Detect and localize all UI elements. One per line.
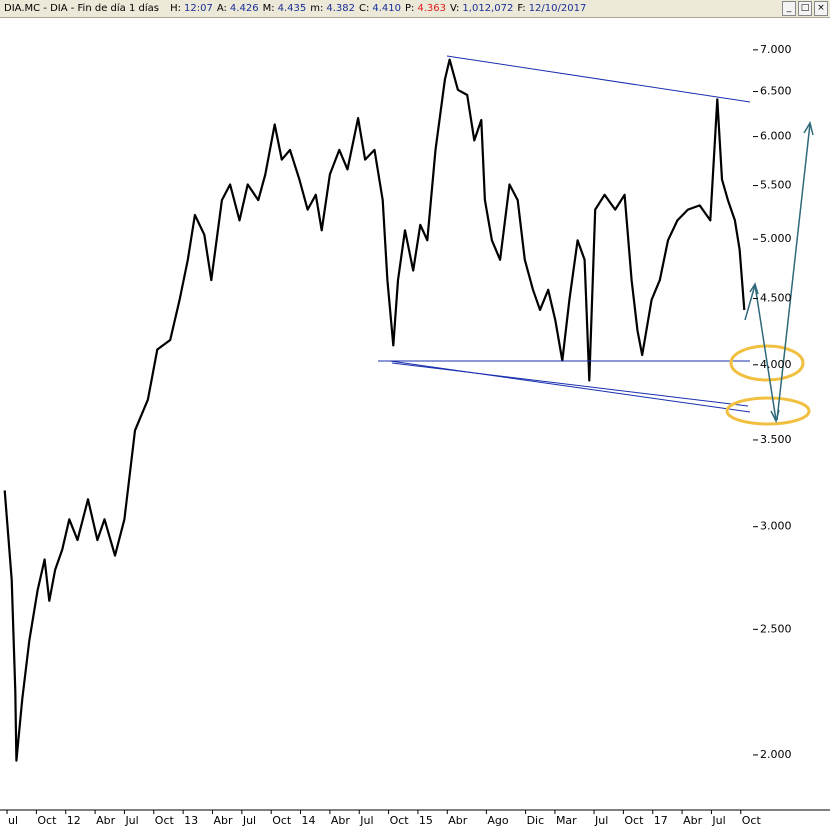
header-label: V: — [450, 3, 460, 14]
y-tick-label: 3.500 — [760, 433, 792, 446]
forecast-arrow — [776, 123, 811, 421]
maximize-button[interactable]: □ — [798, 1, 812, 16]
header-title: DIA.MC - DIA - Fin de día 1 días — [4, 3, 159, 14]
header-value: 4.435 — [277, 3, 307, 14]
y-tick-label: 6.000 — [760, 130, 792, 143]
y-tick-label: 6.500 — [760, 85, 792, 98]
x-tick-label: Dic — [527, 814, 545, 827]
x-tick-label: Ago — [487, 814, 509, 827]
x-tick-label: Jul — [124, 814, 138, 827]
header-value: 4.410 — [372, 3, 401, 14]
highlight-ellipse — [725, 396, 811, 426]
header-value: 4.382 — [326, 3, 355, 14]
y-tick-label: 4.500 — [760, 292, 792, 305]
trend-line — [446, 55, 751, 103]
header-value: 4.363 — [417, 3, 447, 14]
y-tick-label: 5.500 — [760, 179, 792, 192]
window-buttons: _ □ × — [782, 1, 828, 16]
x-tick-label: Abr — [448, 814, 468, 827]
x-tick-label: Oct — [37, 814, 57, 827]
x-tick-label: Jul — [594, 814, 608, 827]
x-tick-label: Abr — [96, 814, 116, 827]
x-tick-label: 17 — [654, 814, 668, 827]
y-tick-label: 4.000 — [760, 358, 792, 371]
x-tick-label: 14 — [302, 814, 316, 827]
header-label: P: — [404, 3, 415, 14]
x-tick-label: 15 — [419, 814, 433, 827]
close-button[interactable]: × — [814, 1, 828, 16]
x-tick-label: Oct — [742, 814, 762, 827]
y-tick-label: 2.000 — [760, 748, 792, 761]
x-tick-label: Oct — [272, 814, 292, 827]
drawings — [378, 55, 814, 426]
y-tick-label: 5.000 — [760, 232, 792, 245]
header-label: H: — [170, 3, 182, 14]
header-label: C: — [358, 3, 370, 14]
price-layer — [3, 58, 746, 762]
arrow-head — [749, 282, 759, 295]
header-bar: DIA.MC - DIA - Fin de día 1 días H: 12:07… — [0, 0, 830, 18]
x-tick-label: Abr — [331, 814, 351, 827]
header-items: H: 12:07 A: 4.426 M: 4.435 m: 4.382 C: 4.410 P: 4.3… — [166, 3, 586, 14]
y-tick-label: 7.000 — [760, 43, 792, 56]
header-value: 12/10/2017 — [528, 3, 587, 14]
x-tick-label: Mar — [556, 814, 577, 827]
trend-line — [389, 360, 751, 413]
x-tick-label: Abr — [213, 814, 233, 827]
arrow-head — [803, 121, 814, 136]
forecast-arrow — [744, 284, 756, 321]
x-tick-label: 12 — [67, 814, 81, 827]
header-value: 12:07 — [184, 3, 213, 14]
x-tick-label: Oct — [624, 814, 644, 827]
x-tick-label: ul — [8, 814, 18, 827]
header-value: 4.426 — [229, 3, 259, 14]
y-tick-label: 3.000 — [760, 520, 792, 533]
x-tick-label: Jul — [359, 814, 373, 827]
header-label: m: — [310, 3, 324, 14]
x-tick-label: 13 — [184, 814, 198, 827]
trend-line — [391, 362, 749, 407]
x-tick-label: Oct — [155, 814, 175, 827]
header-label: F: — [517, 3, 526, 14]
y-tick-label: 2.500 — [760, 622, 792, 635]
highlight-ellipse — [729, 344, 805, 382]
header-label: A: — [216, 3, 227, 14]
x-tick-label: Abr — [683, 814, 703, 827]
x-tick-label: Jul — [242, 814, 256, 827]
price-line — [3, 58, 746, 762]
header-value: 1,012,072 — [462, 3, 514, 14]
forecast-arrow — [754, 284, 777, 421]
minimize-button[interactable]: _ — [782, 1, 796, 16]
x-tick-label: Oct — [390, 814, 410, 827]
header-label: M: — [262, 3, 275, 14]
x-tick-label: Jul — [711, 814, 725, 827]
